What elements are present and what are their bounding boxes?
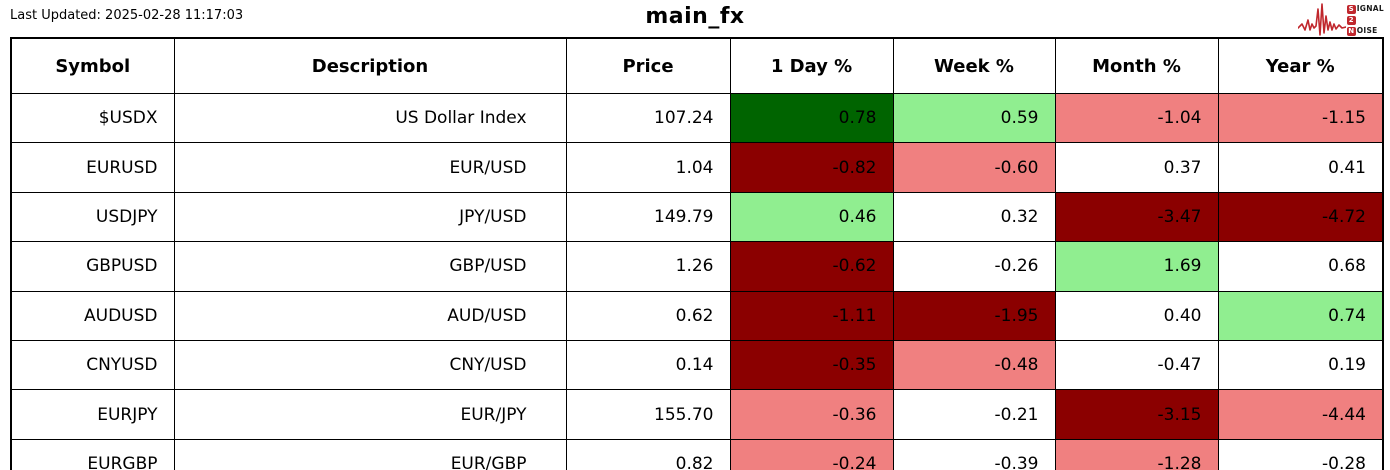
- column-header-description: Description: [173, 37, 567, 94]
- fx-table: Symbol Description Price 1 Day % Week % Month…: [10, 37, 1384, 470]
- price-cell: 149.79: [565, 191, 731, 243]
- price-cell: 1.26: [565, 241, 731, 292]
- pct-cell-year: -4.44: [1217, 389, 1384, 440]
- last-updated-label: Last Updated: 2025-02-28 11:17:03: [10, 8, 244, 23]
- column-header-week: Week %: [892, 37, 1056, 94]
- column-header-year: Year %: [1217, 37, 1384, 94]
- pct-cell-month: -0.47: [1054, 339, 1219, 391]
- signal2noise-logo: S IGNAL 2 N OISE: [1297, 2, 1384, 38]
- description-cell: EUR/JPY: [173, 389, 567, 440]
- column-header-symbol: Symbol: [10, 37, 175, 94]
- column-header-1-day: 1 Day %: [729, 37, 894, 94]
- symbol-cell: CNYUSD: [10, 339, 175, 391]
- symbol-cell: $USDX: [10, 92, 175, 144]
- table-row-usdjpy: USDJPY JPY/USD 149.79 0.46 0.32 -3.47 -4.72: [10, 191, 1384, 243]
- pct-cell-1-day: -0.24: [729, 438, 894, 470]
- symbol-cell: USDJPY: [10, 191, 175, 243]
- symbol-cell: EURGBP: [10, 438, 175, 470]
- price-cell: 107.24: [565, 92, 731, 144]
- pct-cell-year: -1.15: [1217, 92, 1384, 144]
- pct-cell-1-day: -0.82: [729, 142, 894, 193]
- table-row-gbpusd: GBPUSD GBP/USD 1.26 -0.62 -0.26 1.69 0.68: [10, 241, 1384, 292]
- pct-cell-week: -0.26: [892, 241, 1056, 292]
- pct-cell-1-day: -0.36: [729, 389, 894, 440]
- pct-cell-year: 0.41: [1217, 142, 1384, 193]
- description-cell: GBP/USD: [173, 241, 567, 292]
- table-row-eurgbp: EURGBP EUR/GBP 0.82 -0.24 -0.39 -1.28 -0.28: [10, 438, 1384, 470]
- price-cell: 0.82: [565, 438, 731, 470]
- pct-cell-1-day: 0.46: [729, 191, 894, 243]
- price-cell: 0.14: [565, 339, 731, 391]
- pct-cell-month: -1.28: [1054, 438, 1219, 470]
- description-cell: AUD/USD: [173, 290, 567, 341]
- price-cell: 1.04: [565, 142, 731, 193]
- logo-line-noise: N OISE: [1346, 26, 1384, 37]
- description-cell: CNY/USD: [173, 339, 567, 391]
- pct-cell-week: 0.32: [892, 191, 1056, 243]
- pct-cell-week: -1.95: [892, 290, 1056, 341]
- symbol-cell: GBPUSD: [10, 241, 175, 292]
- pct-cell-week: -0.60: [892, 142, 1056, 193]
- symbol-cell: AUDUSD: [10, 290, 175, 341]
- table-row-eurusd: EURUSD EUR/USD 1.04 -0.82 -0.60 0.37 0.41: [10, 142, 1384, 193]
- logo-badge-2: 2: [1346, 15, 1356, 25]
- pct-cell-week: -0.39: [892, 438, 1056, 470]
- logo-line-2: 2: [1346, 15, 1384, 26]
- pct-cell-1-day: -0.62: [729, 241, 894, 292]
- waveform-icon: [1297, 3, 1346, 36]
- description-cell: JPY/USD: [173, 191, 567, 243]
- description-cell: US Dollar Index: [173, 92, 567, 144]
- logo-line-signal: S IGNAL: [1346, 4, 1384, 15]
- logo-text: S IGNAL 2 N OISE: [1346, 4, 1384, 37]
- pct-cell-1-day: -1.11: [729, 290, 894, 341]
- logo-text-ignal: IGNAL: [1356, 4, 1384, 13]
- price-cell: 0.62: [565, 290, 731, 341]
- pct-cell-month: -1.04: [1054, 92, 1219, 144]
- column-header-price: Price: [565, 37, 731, 94]
- pct-cell-month: 0.37: [1054, 142, 1219, 193]
- table-row-audusd: AUDUSD AUD/USD 0.62 -1.11 -1.95 0.40 0.74: [10, 290, 1384, 341]
- fx-table-body: $USDX US Dollar Index 107.24 0.78 0.59 -1.04-…: [10, 92, 1384, 470]
- pct-cell-month: 1.69: [1054, 241, 1219, 292]
- pct-cell-month: 0.40: [1054, 290, 1219, 341]
- pct-cell-month: -3.15: [1054, 389, 1219, 440]
- fx-table-header-row: Symbol Description Price 1 Day % Week % Month…: [10, 37, 1384, 94]
- symbol-cell: EURJPY: [10, 389, 175, 440]
- pct-cell-year: -4.72: [1217, 191, 1384, 243]
- pct-cell-1-day: 0.78: [729, 92, 894, 144]
- pct-cell-1-day: -0.35: [729, 339, 894, 391]
- pct-cell-week: -0.21: [892, 389, 1056, 440]
- table-row-usdx: $USDX US Dollar Index 107.24 0.78 0.59 -1.04-…: [10, 92, 1384, 144]
- column-header-month: Month %: [1054, 37, 1219, 94]
- pct-cell-year: 0.74: [1217, 290, 1384, 341]
- pct-cell-week: 0.59: [892, 92, 1056, 144]
- pct-cell-week: -0.48: [892, 339, 1056, 391]
- logo-badge-n: N: [1346, 26, 1356, 36]
- price-cell: 155.70: [565, 389, 731, 440]
- pct-cell-year: 0.19: [1217, 339, 1384, 391]
- pct-cell-year: -0.28: [1217, 438, 1384, 470]
- pct-cell-month: -3.47: [1054, 191, 1219, 243]
- symbol-cell: EURUSD: [10, 142, 175, 193]
- description-cell: EUR/GBP: [173, 438, 567, 470]
- description-cell: EUR/USD: [173, 142, 567, 193]
- table-row-eurjpy: EURJPY EUR/JPY 155.70 -0.36 -0.21 -3.15 -4.44: [10, 389, 1384, 440]
- pct-cell-year: 0.68: [1217, 241, 1384, 292]
- logo-text-oise: OISE: [1356, 26, 1378, 35]
- table-row-cnyusd: CNYUSD CNY/USD 0.14 -0.35 -0.48 -0.47 0.19: [10, 339, 1384, 391]
- page-title: main_fx: [645, 4, 745, 29]
- logo-badge-s: S: [1346, 4, 1356, 14]
